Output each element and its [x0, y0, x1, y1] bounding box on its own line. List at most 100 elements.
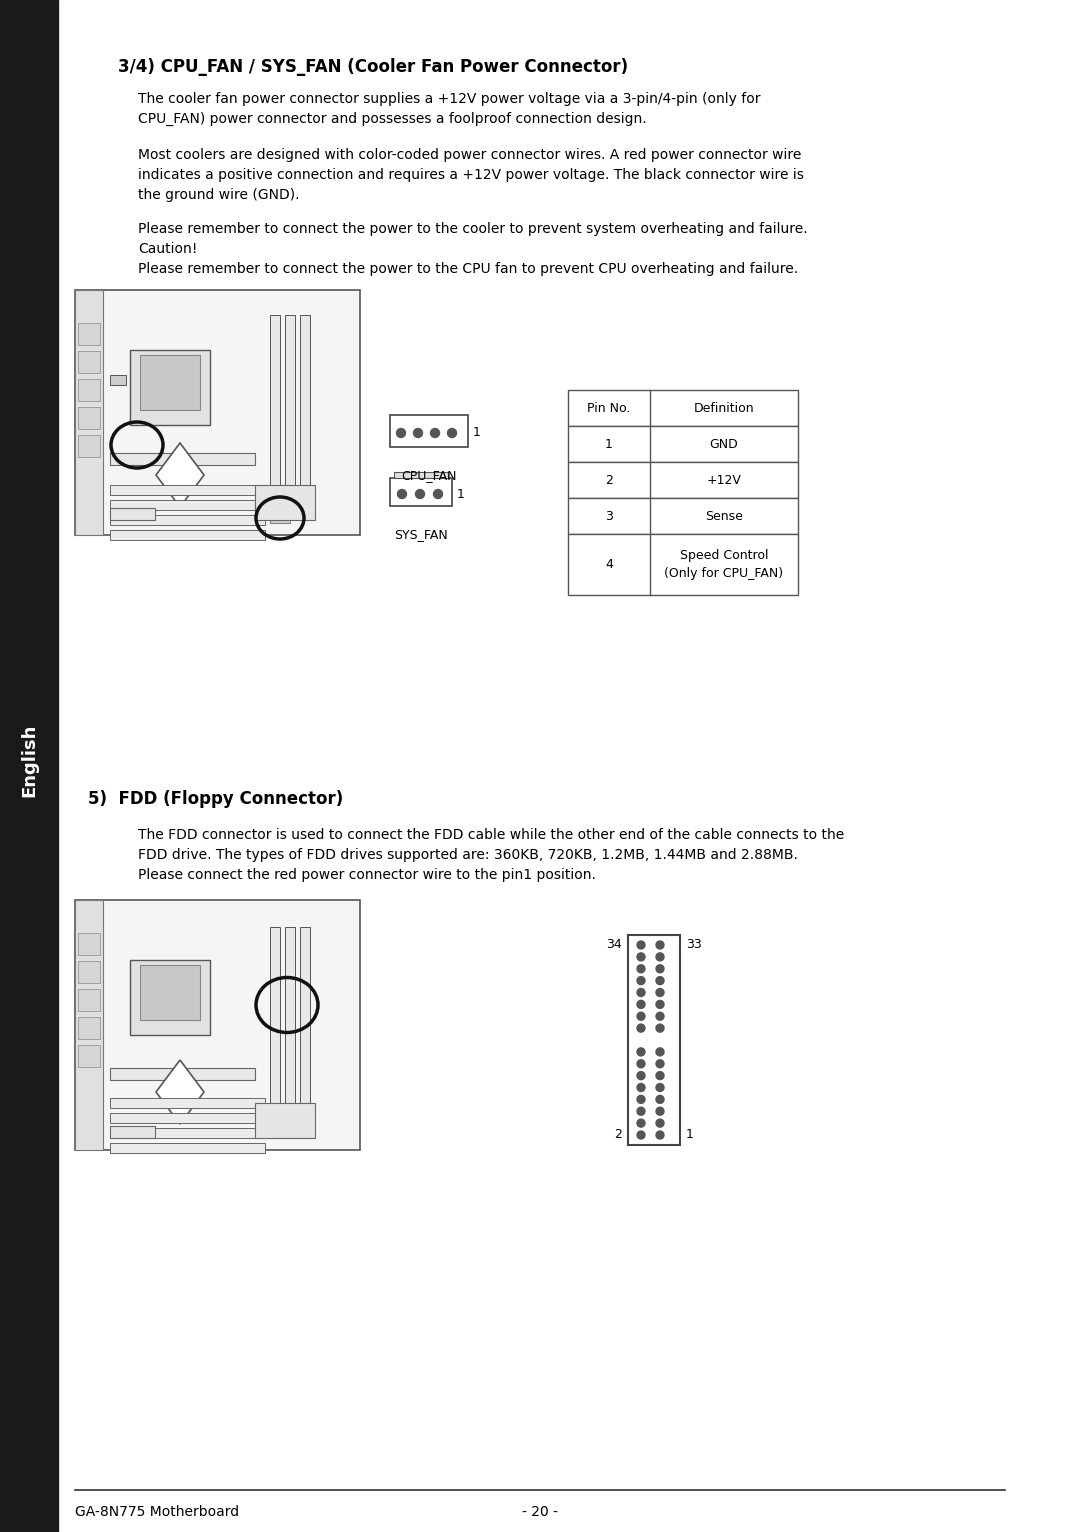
- Polygon shape: [156, 443, 204, 507]
- Bar: [300, 316, 310, 499]
- Text: Most coolers are designed with color-coded power connector wires. A red power co: Most coolers are designed with color-cod…: [138, 149, 804, 202]
- Bar: [270, 927, 280, 1115]
- Bar: [255, 1103, 315, 1138]
- Text: 3/4) CPU_FAN / SYS_FAN (Cooler Fan Power Connector): 3/4) CPU_FAN / SYS_FAN (Cooler Fan Power…: [118, 58, 629, 77]
- Circle shape: [656, 976, 664, 985]
- Text: +12V: +12V: [706, 473, 742, 487]
- Text: 2: 2: [615, 1129, 622, 1141]
- Circle shape: [447, 429, 457, 438]
- Bar: [285, 927, 295, 1115]
- Circle shape: [656, 1108, 664, 1115]
- Text: Sense: Sense: [705, 510, 743, 522]
- Text: 1: 1: [473, 426, 481, 440]
- Bar: [78, 435, 100, 457]
- Bar: [568, 426, 798, 463]
- Circle shape: [637, 1095, 645, 1103]
- Bar: [110, 486, 265, 495]
- Bar: [140, 965, 200, 1020]
- Bar: [78, 378, 100, 401]
- Circle shape: [656, 1071, 664, 1080]
- Bar: [130, 961, 210, 1036]
- Text: 1: 1: [605, 438, 613, 450]
- Bar: [110, 1128, 265, 1138]
- Text: 1: 1: [457, 487, 464, 501]
- Circle shape: [656, 1036, 664, 1043]
- Circle shape: [637, 1048, 645, 1056]
- Bar: [285, 316, 295, 499]
- Bar: [255, 486, 315, 519]
- Bar: [78, 351, 100, 372]
- Bar: [110, 530, 265, 539]
- Bar: [627, 935, 680, 1144]
- Bar: [78, 408, 100, 429]
- Circle shape: [637, 1000, 645, 1008]
- Bar: [110, 375, 126, 385]
- Circle shape: [656, 941, 664, 948]
- Bar: [75, 899, 360, 1151]
- Bar: [110, 515, 265, 525]
- Circle shape: [637, 1131, 645, 1138]
- Bar: [110, 453, 255, 466]
- Bar: [78, 990, 100, 1011]
- Circle shape: [414, 429, 422, 438]
- Circle shape: [416, 490, 424, 498]
- Circle shape: [637, 941, 645, 948]
- Bar: [110, 1114, 265, 1123]
- Circle shape: [637, 1108, 645, 1115]
- Circle shape: [656, 1000, 664, 1008]
- Bar: [110, 1098, 265, 1108]
- Text: GA-8N775 Motherboard: GA-8N775 Motherboard: [75, 1504, 239, 1520]
- Circle shape: [656, 1023, 664, 1033]
- Bar: [110, 1068, 255, 1080]
- Text: Please remember to connect the power to the cooler to prevent system overheating: Please remember to connect the power to …: [138, 222, 808, 276]
- Text: CPU_FAN: CPU_FAN: [402, 469, 457, 483]
- Bar: [140, 355, 200, 411]
- Text: Pin No.: Pin No.: [588, 401, 631, 415]
- Text: 1: 1: [686, 1129, 693, 1141]
- Bar: [78, 1017, 100, 1039]
- Text: The cooler fan power connector supplies a +12V power voltage via a 3-pin/4-pin (: The cooler fan power connector supplies …: [138, 92, 760, 126]
- Circle shape: [637, 1036, 645, 1043]
- Circle shape: [396, 429, 405, 438]
- Bar: [568, 498, 798, 535]
- Circle shape: [656, 1131, 664, 1138]
- Text: 33: 33: [686, 939, 702, 951]
- Text: 5)  FDD (Floppy Connector): 5) FDD (Floppy Connector): [87, 791, 343, 807]
- Bar: [568, 391, 798, 426]
- Bar: [78, 961, 100, 984]
- Circle shape: [656, 1118, 664, 1128]
- Text: - 20 -: - 20 -: [522, 1504, 558, 1520]
- Bar: [630, 1034, 678, 1046]
- Bar: [130, 349, 210, 424]
- Circle shape: [637, 1071, 645, 1080]
- Bar: [390, 415, 468, 447]
- Circle shape: [431, 429, 440, 438]
- Bar: [78, 323, 100, 345]
- Text: Speed Control
(Only for CPU_FAN): Speed Control (Only for CPU_FAN): [664, 550, 784, 579]
- Bar: [110, 1126, 156, 1138]
- Text: 4: 4: [605, 558, 613, 571]
- Circle shape: [637, 1118, 645, 1128]
- Text: 2: 2: [605, 473, 613, 487]
- Polygon shape: [156, 1060, 204, 1124]
- Circle shape: [656, 1095, 664, 1103]
- Circle shape: [637, 976, 645, 985]
- Bar: [270, 316, 280, 499]
- Circle shape: [637, 1060, 645, 1068]
- Circle shape: [656, 953, 664, 961]
- Circle shape: [433, 490, 443, 498]
- Bar: [394, 472, 448, 478]
- Bar: [110, 499, 265, 510]
- Circle shape: [637, 1083, 645, 1091]
- Circle shape: [656, 965, 664, 973]
- Bar: [568, 535, 798, 594]
- Bar: [78, 933, 100, 954]
- Circle shape: [656, 1083, 664, 1091]
- Bar: [390, 478, 453, 506]
- Bar: [110, 1143, 265, 1154]
- Bar: [75, 290, 103, 535]
- Circle shape: [637, 965, 645, 973]
- Text: SYS_FAN: SYS_FAN: [394, 529, 448, 541]
- Bar: [75, 290, 360, 535]
- Text: Definition: Definition: [693, 401, 754, 415]
